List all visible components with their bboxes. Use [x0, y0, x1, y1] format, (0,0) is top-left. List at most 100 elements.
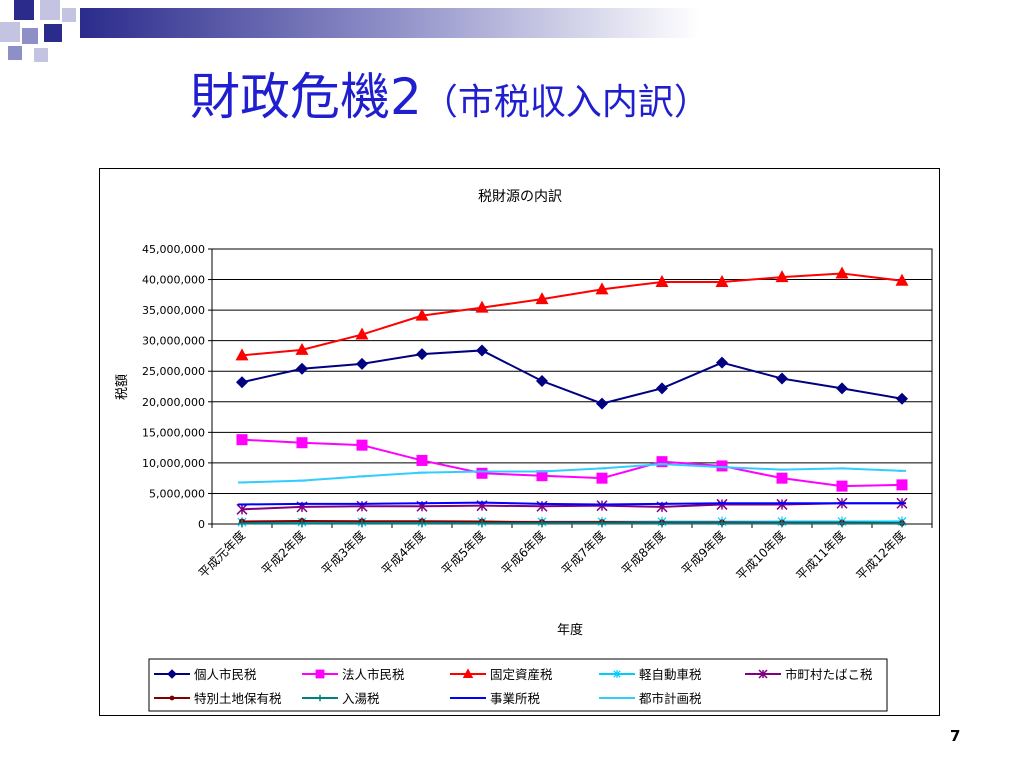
slide-title: 財政危機2（市税収入内訳）	[190, 72, 710, 122]
x-tick-label: 平成11年度	[793, 528, 848, 583]
point	[895, 273, 909, 286]
point	[295, 342, 309, 355]
point	[416, 348, 428, 361]
legend-item: 市町村たばこ税	[745, 667, 873, 682]
legend-label: 入湯税	[342, 691, 380, 706]
y-tick-label: 20,000,000	[142, 396, 205, 409]
deco-square	[0, 22, 20, 42]
point	[656, 382, 668, 395]
series-lines	[235, 266, 909, 528]
chart-frame: 税財源の内訳 0 5,000,000 10,000,000 15,000,000 20,…	[99, 168, 940, 716]
point	[356, 439, 368, 451]
point	[316, 694, 324, 702]
point	[595, 282, 609, 295]
point	[315, 669, 325, 679]
point	[358, 519, 366, 528]
header-gradient-bar	[80, 8, 700, 38]
point	[236, 376, 248, 389]
point	[896, 479, 908, 491]
point	[238, 519, 246, 528]
point	[462, 668, 474, 678]
point	[416, 454, 428, 466]
deco-square	[34, 48, 48, 62]
point	[236, 434, 248, 446]
point	[778, 519, 786, 528]
deco-square	[8, 46, 22, 60]
deco-square	[40, 0, 60, 20]
series-line	[241, 438, 903, 488]
legend-item: 固定資産税	[450, 667, 553, 682]
y-tick-label: 40,000,000	[142, 274, 205, 287]
deco-square	[62, 8, 76, 22]
point	[658, 519, 666, 528]
x-tick-label: 平成9年度	[678, 528, 728, 578]
series	[238, 519, 906, 528]
series-line	[241, 501, 902, 506]
x-tick-label: 平成10年度	[733, 528, 788, 583]
x-tick-label: 平成2年度	[258, 528, 308, 578]
legend-item: 法人市民税	[302, 667, 405, 682]
legend-label: 軽自動車税	[639, 667, 702, 682]
point	[776, 472, 788, 484]
point	[716, 460, 728, 472]
legend-item: 入湯税	[302, 691, 380, 706]
x-tick-label: 平成4年度	[378, 528, 428, 578]
point	[535, 292, 549, 305]
legend-label: 法人市民税	[342, 667, 405, 682]
y-tick-label: 0	[198, 518, 205, 531]
legend-label: 事業所税	[490, 691, 541, 706]
y-tick-label: 5,000,000	[149, 487, 205, 500]
point	[418, 519, 426, 528]
point	[236, 503, 248, 515]
gridlines	[211, 248, 933, 525]
point	[596, 472, 608, 484]
point	[898, 519, 906, 528]
y-tick-label: 30,000,000	[142, 335, 205, 348]
point	[355, 327, 369, 340]
y-tick-label: 10,000,000	[142, 457, 205, 470]
point	[656, 456, 668, 468]
legend-label: 特別土地保有税	[194, 691, 282, 706]
point	[838, 519, 846, 528]
series-line	[241, 502, 902, 511]
point	[476, 467, 488, 479]
deco-square	[22, 28, 38, 44]
y-tick-label: 25,000,000	[142, 365, 205, 378]
point	[835, 266, 849, 279]
point	[478, 519, 486, 528]
x-tick-label: 平成12年度	[853, 528, 908, 583]
x-tick-label: 平成5年度	[438, 528, 488, 578]
series-line	[241, 349, 903, 405]
point	[715, 275, 729, 287]
legend-item: 特別土地保有税	[154, 691, 282, 706]
point	[596, 397, 608, 410]
point	[836, 382, 848, 395]
point	[896, 392, 908, 405]
x-tick-label: 平成7年度	[558, 528, 608, 578]
y-tick-label: 45,000,000	[142, 243, 205, 256]
x-tick-label: 平成8年度	[618, 528, 668, 578]
series	[238, 501, 906, 506]
y-tick-label: 35,000,000	[142, 304, 205, 317]
legend-label: 固定資産税	[490, 667, 553, 682]
point	[415, 308, 429, 321]
slide-title-main: 財政危機2	[190, 68, 422, 126]
point	[716, 356, 728, 369]
legend-box	[148, 658, 888, 712]
chart-title: 税財源の内訳	[478, 189, 562, 205]
legend-label: 都市計画税	[639, 691, 702, 706]
series	[235, 266, 909, 361]
point	[718, 519, 726, 528]
series	[236, 497, 908, 515]
slide-title-sub: （市税収入内訳）	[421, 82, 710, 123]
point	[536, 375, 548, 387]
legend-label: 市町村たばこ税	[785, 667, 873, 682]
point	[716, 498, 728, 510]
legend-label: 個人市民税	[194, 667, 257, 682]
x-tick-label: 平成6年度	[498, 528, 548, 578]
deco-square	[44, 24, 62, 42]
point	[235, 348, 249, 361]
y-tick-label: 15,000,000	[142, 426, 205, 439]
point	[836, 480, 848, 492]
